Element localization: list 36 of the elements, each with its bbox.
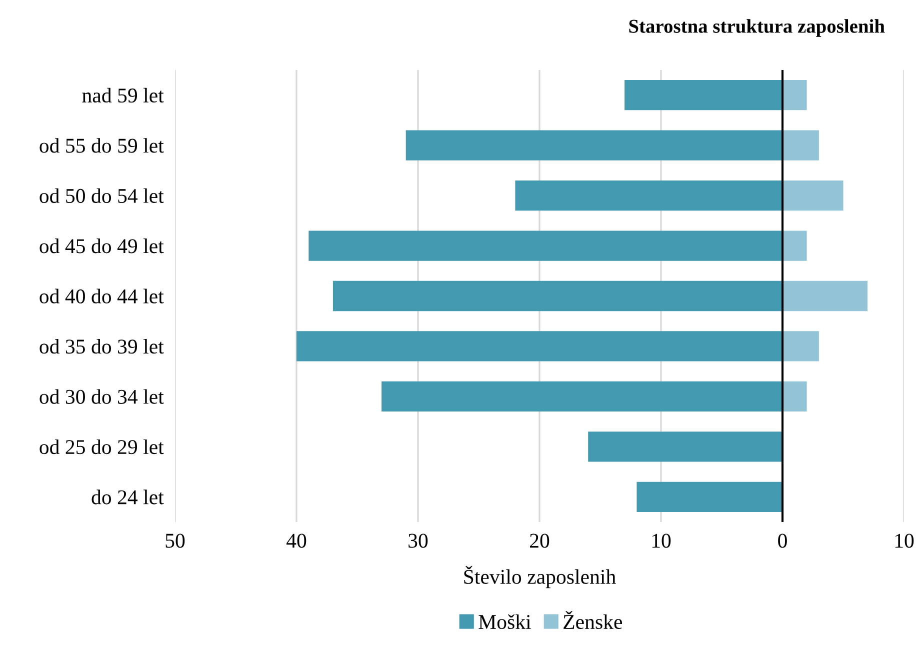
x-tick-label: 40 — [286, 534, 306, 548]
bar — [624, 80, 782, 110]
y-tick-label: od 35 do 39 let — [40, 338, 164, 354]
y-tick-label: od 30 do 34 let — [40, 389, 164, 404]
bar — [406, 130, 782, 160]
bar — [782, 80, 807, 110]
bar — [296, 331, 782, 362]
x-axis-title: Število zaposlenih — [464, 566, 616, 588]
x-tick-label: 20 — [530, 534, 550, 548]
legend-label: Ženske — [564, 610, 622, 630]
bar — [382, 381, 782, 412]
y-tick-label: od 45 do 49 let — [40, 238, 164, 254]
x-tick-label: 50 — [166, 534, 185, 548]
bar — [515, 180, 782, 211]
legend-label: Moški — [478, 614, 531, 630]
chart-title: Starostna struktura zaposlenih — [629, 19, 885, 37]
x-tick-label: 30 — [408, 534, 428, 548]
y-tick-label: do 24 let — [92, 490, 164, 504]
bar — [308, 230, 782, 261]
y-tick-label: od 55 do 59 let — [40, 138, 164, 153]
bar — [636, 482, 782, 512]
x-tick-label: 0 — [778, 534, 787, 548]
y-tick-label: nad 59 let — [82, 88, 164, 103]
bar — [782, 331, 819, 362]
bar — [782, 180, 844, 211]
bar — [782, 280, 868, 312]
x-tick-label: 10 — [895, 534, 914, 548]
bar — [782, 230, 807, 261]
y-tick-label: od 25 do 29 let — [40, 439, 164, 454]
x-tick-label: 10 — [652, 534, 671, 548]
bar — [782, 381, 807, 412]
bar — [782, 130, 819, 160]
bar — [332, 280, 782, 312]
bar — [588, 432, 782, 462]
y-tick-label: od 50 do 54 let — [40, 188, 164, 203]
y-tick-label: od 40 do 44 let — [40, 288, 164, 304]
